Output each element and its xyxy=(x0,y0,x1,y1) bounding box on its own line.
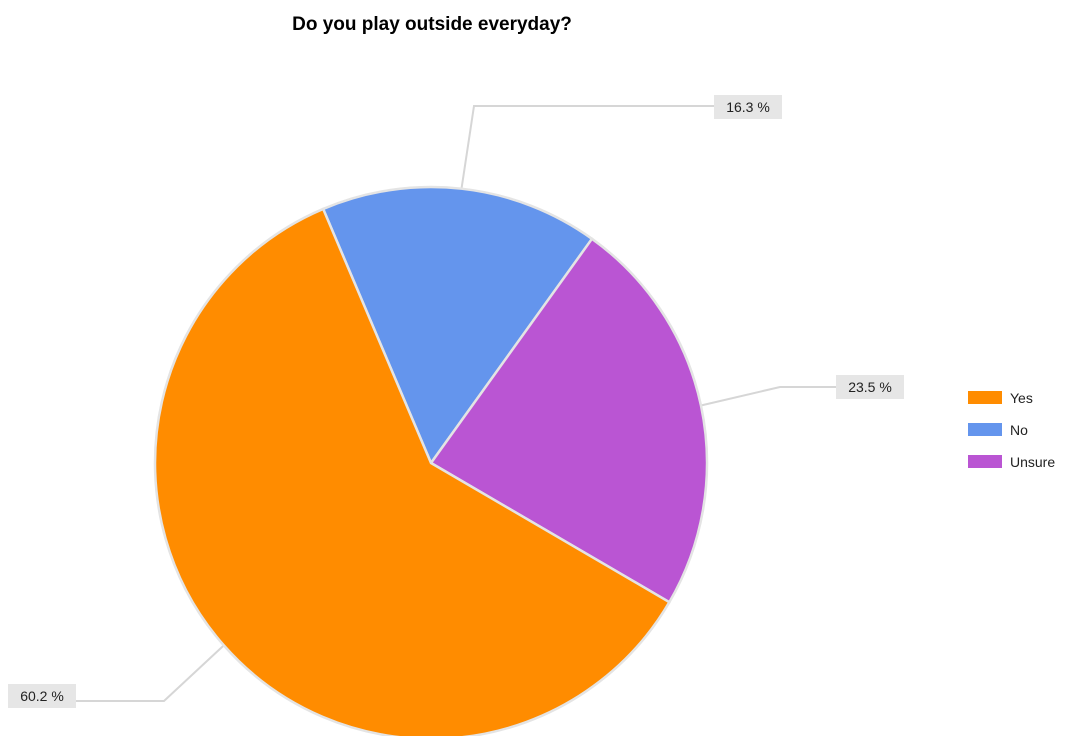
slice-label-yes: 60.2 % xyxy=(20,688,64,704)
legend-label-yes: Yes xyxy=(1010,390,1033,406)
slice-label-box-yes xyxy=(8,684,76,708)
pie-slice-yes xyxy=(153,207,672,736)
slice-label-box-unsure xyxy=(836,375,904,399)
leader-line-unsure xyxy=(700,386,836,407)
legend-swatch-no xyxy=(968,423,1002,436)
leader-line-no xyxy=(460,105,714,189)
leader-lines xyxy=(76,105,836,702)
slice-label-unsure: 23.5 % xyxy=(848,379,892,395)
pie-slice-unsure xyxy=(429,237,709,604)
slice-label-no: 16.3 % xyxy=(726,99,770,115)
leader-line-yes xyxy=(76,644,225,702)
legend-swatch-unsure xyxy=(968,455,1002,468)
legend-swatch-yes xyxy=(968,391,1002,404)
legend-label-unsure: Unsure xyxy=(1010,454,1055,470)
slice-labels: 16.3 % 23.5 % 60.2 % xyxy=(8,95,904,708)
pie-slice-no xyxy=(321,185,594,466)
slice-label-box-no xyxy=(714,95,782,119)
legend-label-no: No xyxy=(1010,422,1028,438)
chart-title: Do you play outside everyday? xyxy=(292,14,572,35)
legend: Yes No Unsure xyxy=(968,390,1055,470)
pie-slices xyxy=(153,185,709,736)
